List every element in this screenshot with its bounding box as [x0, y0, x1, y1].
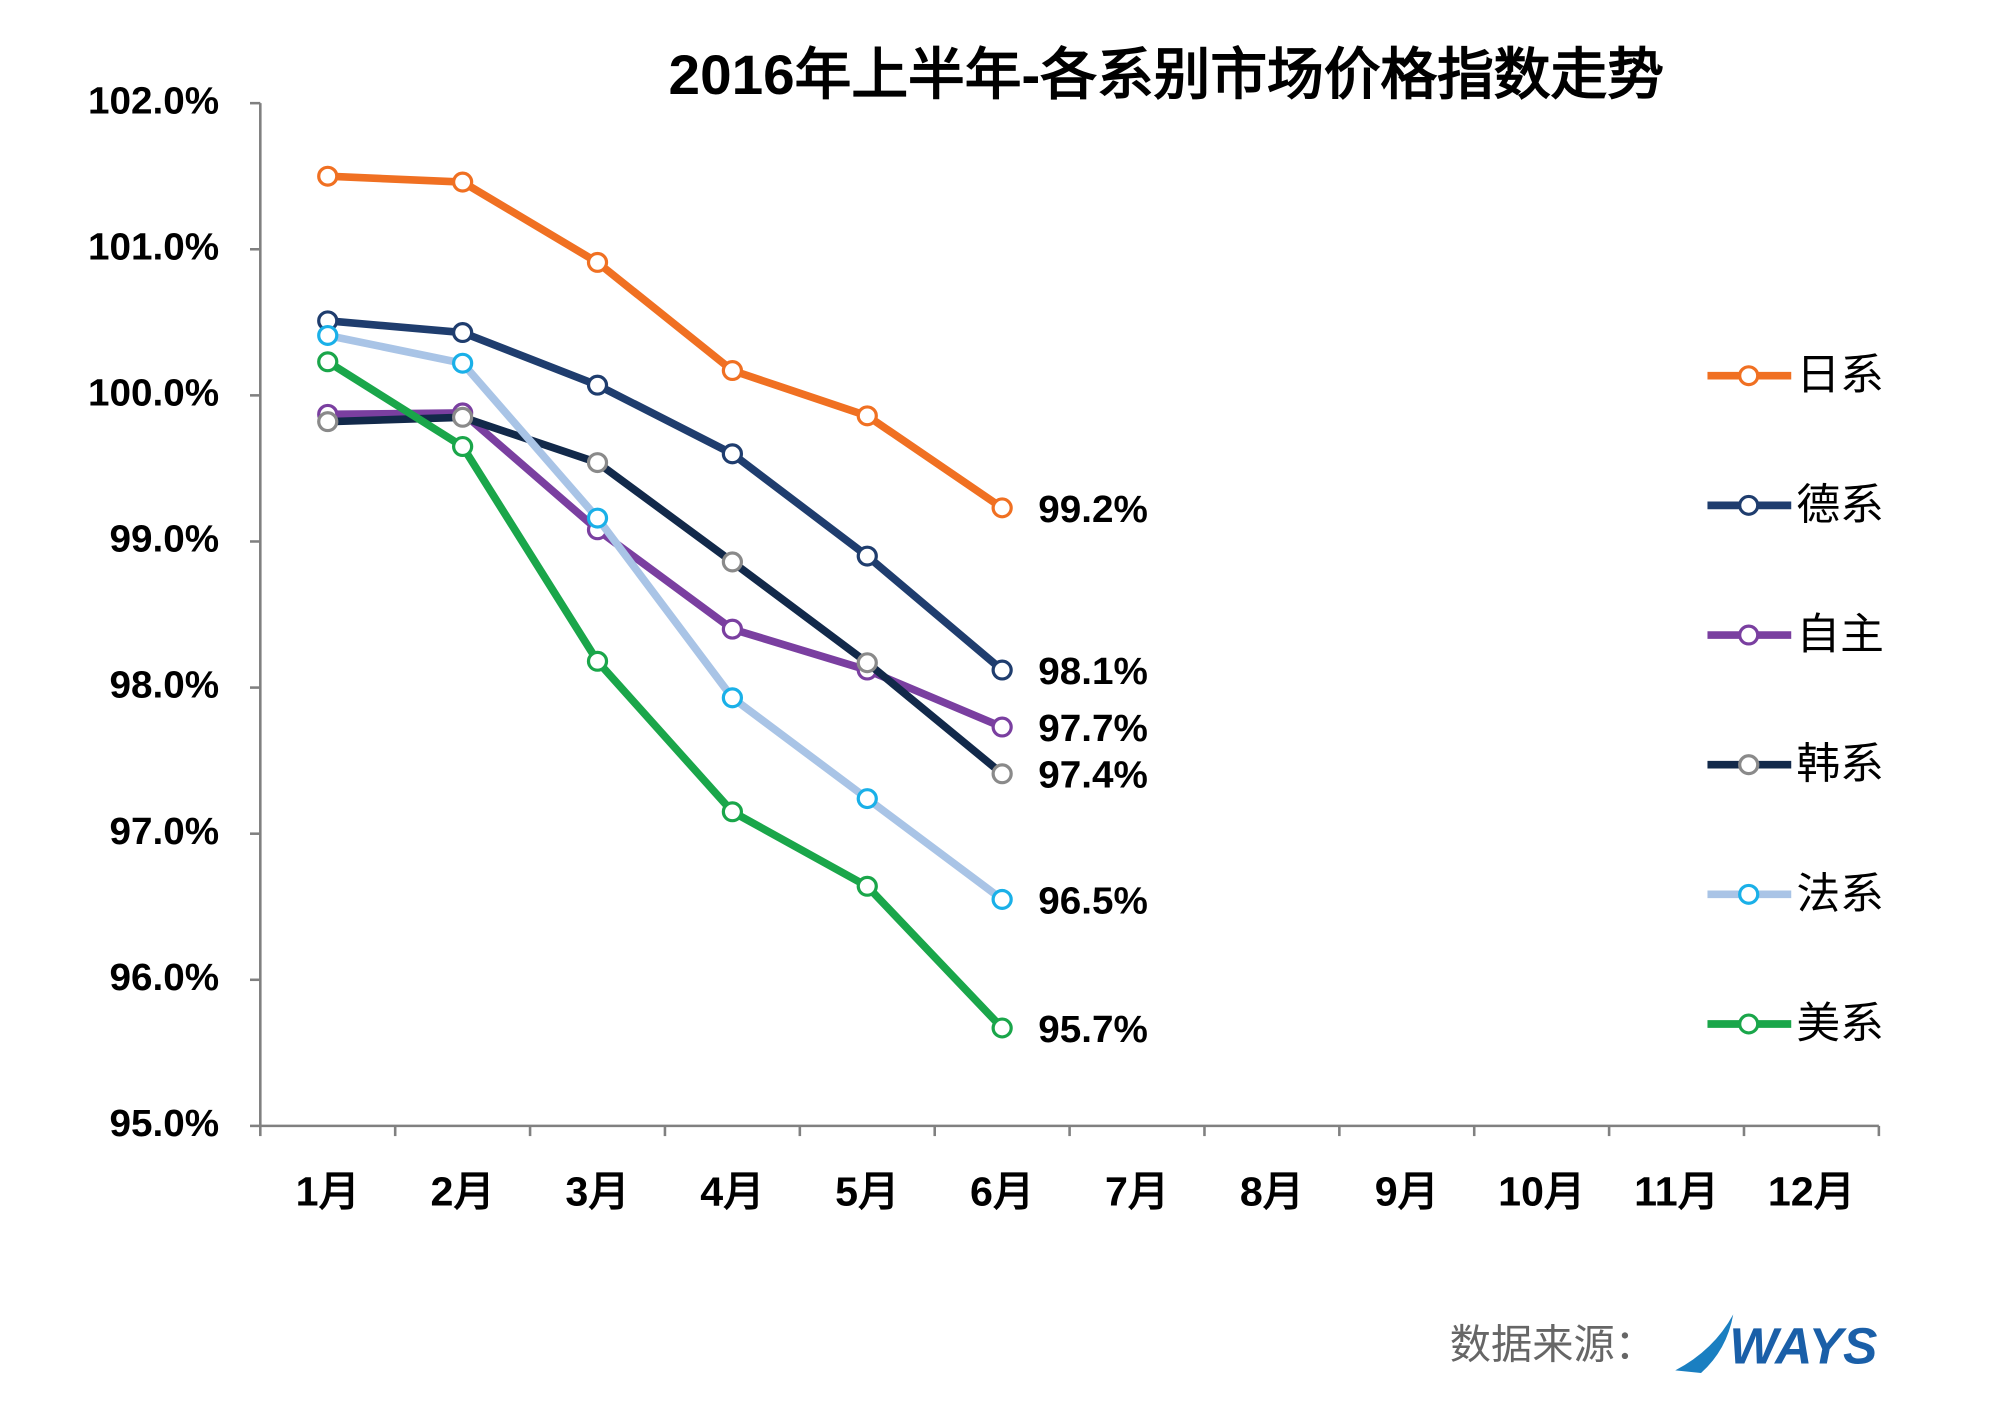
y-tick-label: 96.0% — [109, 956, 219, 999]
logo-mark — [1675, 1314, 1734, 1373]
series-line — [327, 317, 1005, 673]
marker — [586, 650, 609, 672]
marker — [317, 411, 339, 433]
series-line — [326, 331, 1005, 903]
legend-label: 法系 — [1796, 871, 1884, 919]
legend-label: 日系 — [1796, 352, 1884, 400]
marker — [991, 497, 1013, 519]
series-line — [327, 172, 1005, 512]
series-line — [325, 358, 1005, 1031]
marker — [586, 251, 609, 273]
x-tick-label: 1月 — [296, 1169, 360, 1215]
x-tick-label: 10月 — [1498, 1169, 1585, 1215]
data-label: 97.7% — [1038, 707, 1148, 750]
x-tick-label: 8月 — [1240, 1169, 1304, 1215]
legend-marker — [1738, 624, 1760, 646]
y-tick-label: 98.0% — [109, 664, 219, 707]
marker — [586, 452, 609, 474]
marker — [991, 763, 1013, 785]
x-tick-label: 12月 — [1768, 1169, 1855, 1215]
y-tick-label: 101.0% — [88, 226, 219, 269]
series-line — [327, 413, 1005, 777]
marker — [451, 352, 474, 374]
marker — [451, 171, 474, 193]
legend-marker — [1738, 754, 1760, 776]
y-tick-label: 95.0% — [109, 1102, 219, 1145]
series-line — [327, 409, 1004, 731]
marker — [721, 801, 744, 823]
marker — [856, 405, 878, 427]
data-label: 95.7% — [1038, 1008, 1148, 1051]
marker — [991, 659, 1013, 681]
logo: WAYS — [1729, 1318, 1877, 1375]
y-tick-label: 97.0% — [109, 810, 219, 853]
data-label: 97.4% — [1038, 754, 1148, 797]
x-tick-label: 7月 — [1105, 1169, 1169, 1215]
marker — [721, 687, 744, 709]
x-tick-label: 9月 — [1375, 1169, 1439, 1215]
marker — [451, 406, 474, 428]
data-label: 98.1% — [1038, 650, 1148, 693]
marker — [991, 888, 1013, 910]
legend-label: 美系 — [1796, 1000, 1884, 1048]
y-tick-label: 102.0% — [88, 79, 219, 122]
legend-label: 德系 — [1796, 482, 1884, 530]
x-tick-label: 4月 — [700, 1169, 764, 1215]
y-tick-label: 99.0% — [109, 518, 219, 561]
marker — [856, 788, 878, 810]
marker — [317, 324, 339, 346]
chart-title: 2016年上半年-各系别市场价格指数走势 — [669, 43, 1664, 106]
marker — [451, 436, 474, 458]
marker — [721, 360, 744, 382]
legend-label: 自主 — [1796, 611, 1884, 659]
source: 数据来源： — [1450, 1321, 1656, 1367]
legend-marker — [1738, 494, 1760, 516]
marker — [317, 351, 339, 373]
x-tick-label: 2月 — [431, 1169, 495, 1215]
marker — [721, 443, 744, 465]
x-tick-label: 5月 — [835, 1169, 899, 1215]
marker — [451, 322, 474, 344]
data-label: 99.2% — [1038, 488, 1148, 531]
marker — [317, 165, 339, 187]
y-tick-label: 100.0% — [88, 372, 219, 415]
marker — [856, 652, 878, 674]
marker — [991, 1017, 1013, 1039]
data-label: 96.5% — [1038, 880, 1148, 923]
x-tick-label: 6月 — [970, 1169, 1034, 1215]
marker — [586, 374, 609, 396]
marker — [991, 716, 1013, 738]
x-tick-label: 3月 — [565, 1169, 629, 1215]
marker — [586, 507, 609, 529]
marker — [856, 545, 878, 567]
marker — [721, 618, 744, 640]
legend-marker — [1738, 1013, 1760, 1035]
marker — [856, 875, 878, 897]
marker — [721, 551, 744, 573]
legend-label: 韩系 — [1796, 741, 1884, 789]
legend-marker — [1738, 365, 1760, 387]
legend-marker — [1738, 883, 1760, 905]
x-tick-label: 11月 — [1634, 1169, 1719, 1215]
